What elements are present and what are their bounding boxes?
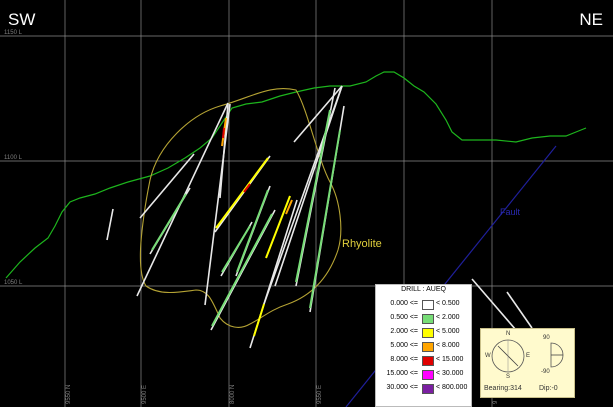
bearing-readout: Bearing:314 [484, 385, 522, 392]
legend-row: 30.000 <= < 800.000 [376, 384, 471, 394]
interval-yellow-3 [253, 303, 265, 337]
easting-label-2: 9500 E [142, 385, 148, 404]
fault-label: Fault [500, 207, 521, 217]
drillhole-17[interactable] [471, 278, 517, 331]
legend-row-from: 0.500 <= [390, 314, 418, 321]
legend-swatch [422, 328, 434, 338]
easting-label-4: 9550 E [317, 385, 323, 404]
easting-label-3: 8000 N [230, 385, 236, 404]
legend-row: 2.000 <= < 5.000 [376, 328, 471, 338]
legend-row-to: < 800.000 [436, 384, 468, 391]
legend-swatch [422, 314, 434, 324]
dip-gauge-bottom-label: -90 [541, 369, 550, 375]
dip-gauge-top-label: 90 [543, 335, 550, 341]
legend-row: 8.000 <= < 15.000 [376, 356, 471, 366]
legend-swatch [422, 300, 434, 310]
drillhole-1[interactable] [106, 208, 114, 241]
elevation-label-1050: 1050 L [4, 280, 23, 286]
legend-swatch [422, 356, 434, 366]
legend-row-to: < 8.000 [436, 342, 460, 349]
legend-swatch [422, 370, 434, 380]
legend-row-to: < 2.000 [436, 314, 460, 321]
legend-swatch [422, 384, 434, 394]
grade-legend: DRILL : AUEQ 0.000 <= < 0.500 0.500 <= <… [375, 284, 472, 407]
interval-green-1 [151, 193, 187, 251]
legend-swatch [422, 342, 434, 352]
compass-north-label: N [506, 331, 511, 337]
compass-east-label: E [526, 353, 531, 359]
legend-row: 0.000 <= < 0.500 [376, 300, 471, 310]
assay-intervals [151, 109, 341, 337]
interval-green-5 [295, 109, 331, 283]
drillhole-13[interactable] [274, 85, 343, 287]
interval-green-3 [221, 225, 251, 273]
direction-label-ne: NE [579, 10, 603, 29]
interval-red-1 [243, 183, 251, 193]
interval-green-4 [211, 213, 273, 327]
topography-line [5, 71, 587, 279]
interval-green-2 [236, 189, 269, 273]
drillhole-2[interactable] [139, 153, 195, 219]
interval-green-6 [309, 129, 341, 309]
dip-gauge-icon [550, 342, 564, 368]
elevation-label-1150: 1150 L [4, 30, 23, 36]
compass-south-label: S [506, 374, 511, 380]
legend-row-to: < 0.500 [436, 300, 460, 307]
easting-label-1: 9550 N [66, 385, 72, 404]
legend-row: 15.000 <= < 30.000 [376, 370, 471, 380]
drillhole-18[interactable] [506, 291, 533, 329]
rhyolite-outline [139, 88, 342, 328]
legend-row-to: < 30.000 [436, 370, 464, 377]
legend-row: 5.000 <= < 8.000 [376, 342, 471, 352]
legend-row-to: < 15.000 [436, 356, 464, 363]
interval-yellow-2 [265, 195, 291, 259]
easting-label-5: 9 [493, 400, 499, 404]
drillhole-5[interactable] [204, 103, 231, 306]
rhyolite-label: Rhyolite [342, 238, 382, 250]
interval-orange-2 [285, 199, 293, 215]
elevation-label-1100: 1100 L [4, 155, 23, 161]
legend-row-to: < 5.000 [436, 328, 460, 335]
legend-row-from: 2.000 <= [390, 328, 418, 335]
drillhole-14[interactable] [293, 85, 343, 143]
compass-west-label: W [485, 353, 491, 359]
legend-row-from: 30.000 <= [386, 384, 418, 391]
orientation-widget: N S E W 90 -90 Bearing:314 Dip:-0 [480, 328, 575, 398]
legend-title: DRILL : AUEQ [401, 286, 446, 293]
legend-row: 0.500 <= < 2.000 [376, 314, 471, 324]
legend-row-from: 15.000 <= [386, 370, 418, 377]
interval-yellow-1 [215, 157, 269, 229]
legend-row-from: 8.000 <= [390, 356, 418, 363]
orientation-graphic [491, 339, 564, 373]
interval-red-2 [222, 127, 225, 139]
legend-row-from: 0.000 <= [390, 300, 418, 307]
dip-readout: Dip:-0 [539, 385, 558, 392]
direction-label-sw: SW [8, 10, 36, 29]
legend-row-from: 5.000 <= [390, 342, 418, 349]
